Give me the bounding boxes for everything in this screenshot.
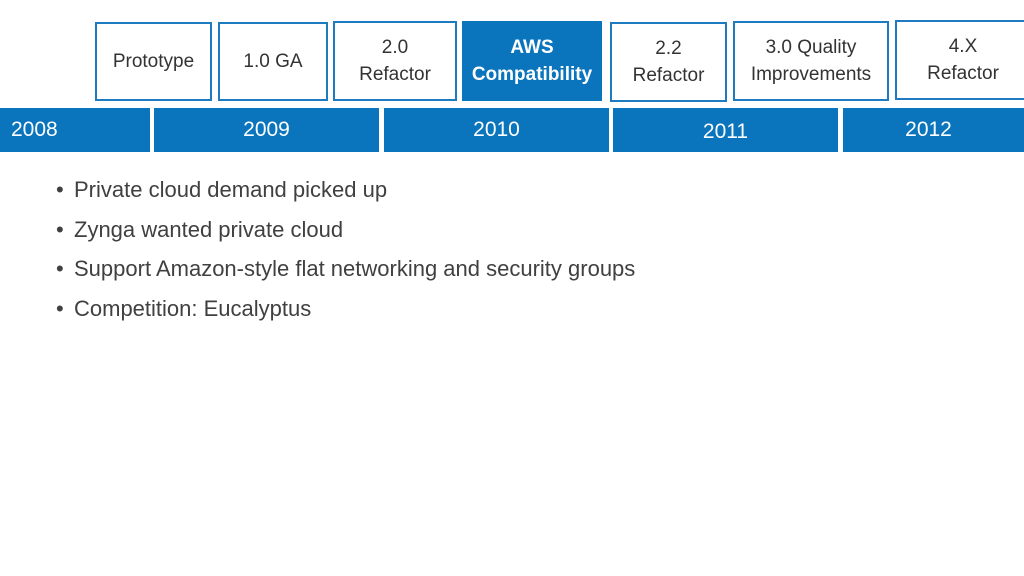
bullet-text: Private cloud demand picked up xyxy=(74,177,388,202)
milestone-label-line-2: Refactor xyxy=(927,63,999,84)
milestone-label-line-2: Compatibility xyxy=(471,64,593,85)
bullet-icon: • xyxy=(56,256,64,281)
bullet-item: • Competition: Eucalyptus xyxy=(56,291,635,331)
bullet-text: Zynga wanted private cloud xyxy=(74,216,344,242)
milestone-2-2-refactor: 2.2 Refactor xyxy=(610,22,727,102)
bullet-item: • Private cloud demand picked up xyxy=(56,172,635,212)
milestone-label: 1.0 GA xyxy=(243,51,303,72)
milestone-label-line-1: 3.0 Quality xyxy=(765,37,857,58)
bullet-item: • Zynga wanted private cloud xyxy=(56,212,635,252)
bullet-text: Support Amazon-style flat networking and… xyxy=(74,256,636,281)
bullet-icon: • xyxy=(56,216,64,242)
milestone-label-line-1: 2.0 xyxy=(381,37,409,58)
year-label: 2011 xyxy=(702,120,749,143)
bullet-list: • Private cloud demand picked up • Zynga w… xyxy=(56,172,635,330)
bullet-icon: • xyxy=(56,177,64,202)
year-label: 2010 xyxy=(473,118,520,141)
year-2009: 2009 xyxy=(154,108,379,152)
milestone-4-x-refactor: 4.X Refactor xyxy=(895,20,1024,100)
year-2012: 2012 xyxy=(843,108,1024,152)
milestone-prototype: Prototype xyxy=(95,22,212,101)
year-2008: 2008 xyxy=(0,108,150,152)
milestone-label-line-1: AWS xyxy=(510,37,554,58)
milestone-2-0-refactor: 2.0 Refactor xyxy=(333,21,457,101)
year-2011: 2011 xyxy=(613,108,838,152)
milestone-3-0-quality-improvements: 3.0 Quality Improvements xyxy=(733,21,889,101)
bullet-icon: • xyxy=(56,295,64,321)
bullet-text: Competition: Eucalyptus xyxy=(74,295,312,321)
milestone-label-line-2: Improvements xyxy=(750,64,872,85)
bullet-item: • Support Amazon-style flat networking an… xyxy=(56,251,635,291)
year-label: 2009 xyxy=(243,118,290,141)
milestone-1-0-ga: 1.0 GA xyxy=(218,22,328,101)
milestone-aws-compatibility: AWS Compatibility xyxy=(462,21,602,101)
milestone-label: Prototype xyxy=(112,51,195,72)
year-label: 2008 xyxy=(11,118,58,141)
milestone-label-line-1: 2.2 xyxy=(655,38,682,59)
year-label: 2012 xyxy=(905,118,952,141)
milestone-label-line-1: 4.X xyxy=(948,36,978,57)
milestone-label-line-2: Refactor xyxy=(632,65,705,86)
milestone-label-line-2: Refactor xyxy=(359,64,431,85)
year-2010: 2010 xyxy=(384,108,609,152)
